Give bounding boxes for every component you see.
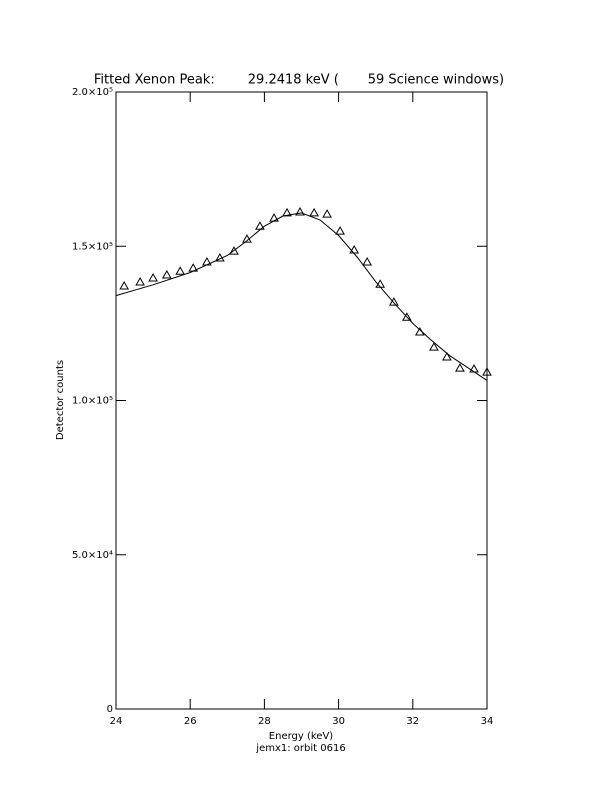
- data-point: [119, 281, 130, 290]
- x-tick-label: 26: [184, 716, 197, 727]
- data-point: [229, 246, 239, 255]
- data-point: [255, 221, 265, 230]
- y-tick-label: 5.0×10⁴: [72, 550, 113, 561]
- x-tick-label: 30: [332, 716, 345, 727]
- x-tick-label: 28: [258, 716, 271, 727]
- y-tick-label: 0: [107, 704, 113, 715]
- x-axis-label: Energy (keV): [269, 731, 334, 742]
- x-tick-label: 24: [110, 716, 123, 727]
- data-point: [309, 207, 319, 217]
- data-point: [455, 363, 465, 372]
- data-point: [335, 226, 345, 235]
- y-axis-label: Detector counts: [55, 360, 66, 440]
- y-tick-label: 1.0×10⁵: [72, 396, 113, 407]
- footnote: jemx1: orbit 0616: [255, 743, 345, 754]
- y-tick-label: 1.5×10⁵: [72, 241, 113, 252]
- x-tick-label: 32: [406, 716, 419, 727]
- data-point: [362, 256, 373, 266]
- y-tick-label: 2.0×10⁵: [72, 87, 113, 98]
- data-point: [482, 367, 492, 376]
- x-tick-label: 34: [481, 716, 494, 727]
- data-point: [442, 351, 452, 361]
- data-point: [175, 266, 186, 275]
- data-point: [282, 207, 292, 217]
- data-point: [135, 277, 145, 286]
- fit-line: [115, 212, 488, 381]
- data-point: [161, 269, 172, 279]
- data-point: [148, 273, 158, 282]
- data-point: [402, 312, 412, 321]
- data-point: [322, 209, 332, 218]
- data-point: [295, 206, 305, 216]
- chart-title: Fitted Xenon Peak: 29.2418 keV ( 59 Scie…: [94, 73, 504, 88]
- data-point: [389, 297, 399, 306]
- data-point: [429, 342, 439, 351]
